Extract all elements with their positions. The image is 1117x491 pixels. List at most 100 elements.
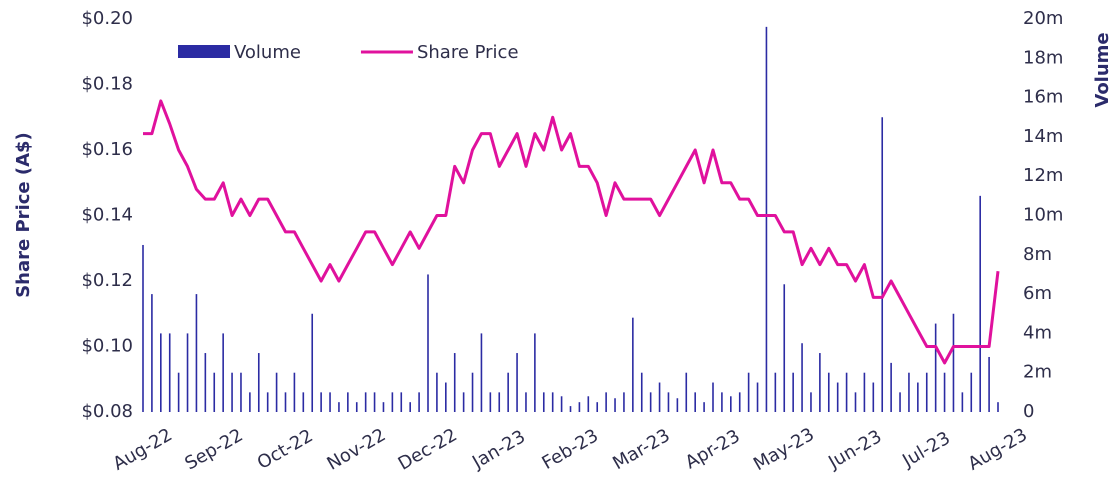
y2-tick-label: 8m [1023, 244, 1052, 265]
volume-bar [605, 392, 607, 412]
volume-bar [160, 333, 162, 412]
volume-bar [525, 392, 527, 412]
volume-bar [195, 294, 198, 412]
x-tick-label: Aug-22 [110, 424, 176, 474]
volume-bar [632, 317, 634, 412]
volume-bar [845, 372, 848, 412]
volume-bar [783, 284, 786, 412]
volume-bar [712, 382, 714, 412]
volume-bar [462, 392, 465, 412]
volume-bar [204, 353, 207, 412]
volume-bar [302, 392, 305, 412]
volume-bar [943, 372, 946, 412]
volume-bar [436, 372, 438, 412]
volume-bar [471, 372, 474, 412]
volume-bar [614, 398, 616, 412]
volume-bar [569, 406, 572, 412]
y2-tick-label: 6m [1023, 283, 1052, 304]
volume-bar [730, 396, 732, 412]
volume-bar [854, 392, 857, 412]
y-tick-label: $0.14 [81, 205, 133, 226]
volume-bar [738, 392, 741, 412]
y2-tick-label: 18m [1023, 47, 1063, 68]
volume-bar [391, 392, 394, 412]
volume-bar [142, 244, 144, 412]
volume-bar [445, 382, 447, 412]
volume-bar [596, 402, 599, 412]
volume-bar [427, 274, 429, 412]
volume-bar [649, 392, 652, 412]
y2-axis-title: Volume [1092, 32, 1113, 107]
volume-bar [480, 333, 483, 412]
volume-bar [489, 392, 492, 412]
x-tick-label: Feb-23 [538, 425, 602, 474]
volume-bar [507, 372, 509, 412]
volume-bar [765, 26, 768, 413]
volume-bar [658, 382, 661, 412]
x-tick-label: Sep-22 [181, 425, 246, 475]
y2-tick-label: 4m [1023, 322, 1052, 343]
y-tick-label: $0.16 [81, 139, 133, 160]
volume-bar [249, 392, 251, 412]
volume-bar [400, 392, 403, 412]
volume-bar [908, 372, 910, 412]
y-axis-title: Share Price (A$) [13, 132, 34, 298]
volume-bar [827, 372, 830, 412]
volume-bar [774, 372, 777, 412]
volume-bar [640, 372, 643, 412]
volume-bar [934, 323, 937, 412]
volume-bar [979, 195, 981, 412]
volume-bar [801, 343, 803, 412]
volume-bar [168, 333, 171, 412]
volume-bar [347, 392, 349, 412]
volume-bar [213, 372, 216, 412]
legend-label: Volume [234, 42, 301, 63]
x-tick-label: Aug-23 [965, 424, 1031, 474]
y2-tick-label: 10m [1023, 205, 1063, 226]
volume-bar [792, 372, 794, 412]
volume-bar [703, 402, 705, 412]
volume-bar [756, 382, 759, 412]
x-tick-label: Jan-23 [468, 426, 529, 473]
volume-bar [810, 392, 812, 412]
volume-bar [516, 353, 518, 412]
x-tick-label: Oct-22 [254, 425, 317, 473]
x-tick-label: Jun-23 [824, 426, 885, 473]
volume-bar [373, 392, 376, 412]
volume-bar [222, 333, 224, 412]
volume-bar [311, 313, 314, 412]
volume-bar [721, 392, 723, 412]
volume-bar [623, 392, 625, 412]
volume-bar [925, 372, 928, 412]
y2-tick-label: 20m [1023, 8, 1063, 29]
volume-bar [819, 353, 821, 412]
volume-bar [587, 396, 590, 412]
x-tick-label: Jul-23 [898, 428, 954, 472]
volume-bar [329, 392, 331, 412]
volume-bar [917, 382, 919, 412]
x-tick-label: Nov-22 [324, 424, 390, 474]
y-tick-label: $0.18 [81, 74, 133, 95]
volume-bar [872, 382, 875, 412]
volume-bar [890, 362, 892, 412]
x-tick-label: Apr-23 [682, 426, 744, 474]
y2-tick-label: 12m [1023, 165, 1063, 186]
y2-tick-label: 0 [1023, 401, 1034, 422]
volume-bar [534, 333, 536, 412]
volume-bar [747, 372, 750, 412]
volume-bar [186, 333, 189, 412]
x-tick-label: Mar-23 [609, 425, 673, 474]
volume-bar [498, 392, 501, 412]
volume-bar [881, 117, 884, 412]
legend-label: Share Price [417, 42, 519, 63]
volume-bar [997, 402, 999, 412]
volume-bar [863, 372, 866, 412]
volume-bar [293, 372, 296, 412]
y2-tick-label: 16m [1023, 87, 1063, 108]
volume-bar [266, 392, 269, 412]
volume-bar [952, 313, 955, 412]
volume-bar [667, 392, 670, 412]
legend-swatch [178, 45, 230, 58]
volume-bar [382, 402, 385, 412]
